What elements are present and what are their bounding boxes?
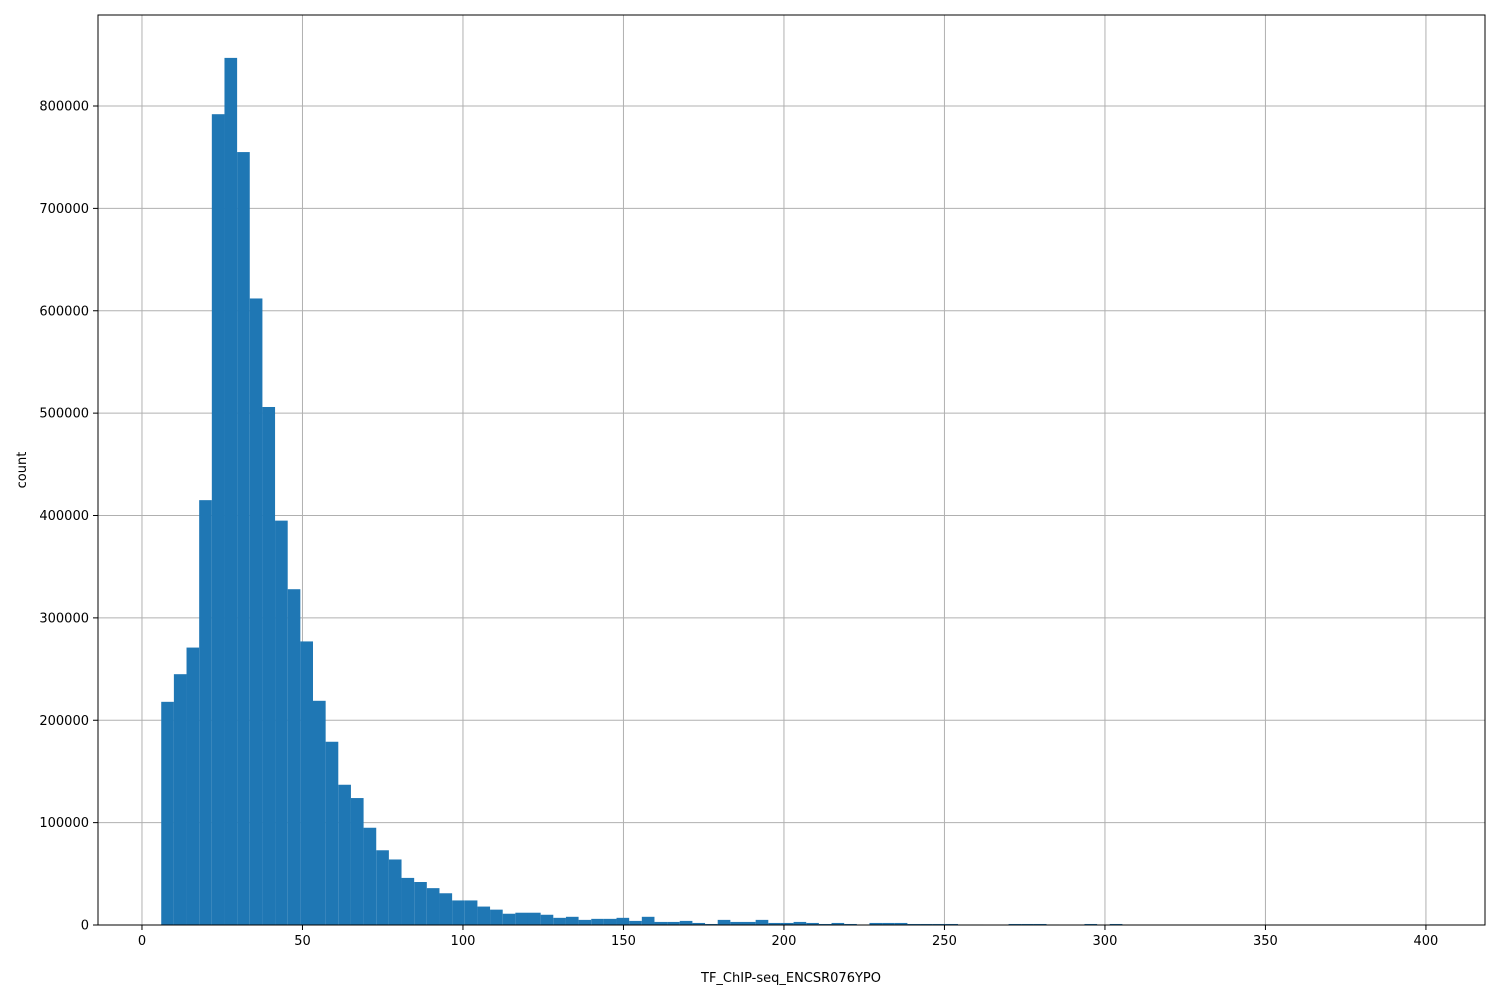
ticks: 0 50 100 150 200 250 300 350 400 0 100000 200000 300… xyxy=(39,100,1438,949)
histogram-bar xyxy=(945,923,958,925)
histogram-bar xyxy=(894,922,908,925)
histogram-bar xyxy=(1008,923,1022,925)
histogram-bar xyxy=(186,647,200,925)
x-tick-label: 200 xyxy=(772,934,797,949)
histogram-bar xyxy=(426,888,440,925)
histogram-bar xyxy=(439,893,453,925)
histogram-bar xyxy=(578,919,592,925)
axes-frame xyxy=(97,14,1486,926)
histogram-bar xyxy=(920,923,933,925)
histogram-bar xyxy=(275,520,288,925)
histogram-bar xyxy=(249,298,263,925)
x-tick-label: 400 xyxy=(1414,934,1439,949)
histogram-bar xyxy=(603,918,617,925)
histogram-bar xyxy=(831,922,845,925)
x-axis-label: TF_ChIP-seq_ENCSR076YPO xyxy=(700,971,881,986)
histogram-bar xyxy=(173,674,187,925)
y-axis-label: count xyxy=(15,452,30,489)
y-tick-label: 200000 xyxy=(39,714,89,729)
histogram-bar xyxy=(755,919,769,925)
histogram-bar xyxy=(211,114,225,925)
histogram-bar xyxy=(414,882,427,925)
histogram-bar xyxy=(527,912,541,925)
histogram-bar xyxy=(907,923,921,925)
histogram-bar xyxy=(1021,923,1034,925)
histogram-bar xyxy=(742,921,756,925)
histogram-bar xyxy=(515,912,528,925)
histogram-bar xyxy=(806,922,819,925)
histogram-bar xyxy=(654,921,668,925)
histogram-bar xyxy=(490,909,503,925)
x-tick-label: 150 xyxy=(611,934,636,949)
histogram-bar xyxy=(477,906,491,925)
histogram-bar xyxy=(363,827,377,925)
histogram-bar xyxy=(502,913,516,925)
x-tick-label: 100 xyxy=(451,934,476,949)
y-tick-label: 500000 xyxy=(39,407,89,422)
histogram-bar xyxy=(312,700,326,925)
x-tick-label: 350 xyxy=(1253,934,1278,949)
histogram-bar xyxy=(932,923,946,925)
histogram-bar xyxy=(730,921,743,925)
histogram-bar xyxy=(1109,923,1123,925)
histogram-bar xyxy=(717,919,731,925)
histogram-bar xyxy=(705,923,718,925)
histogram-bar xyxy=(452,900,465,925)
histogram-bar xyxy=(540,914,554,925)
y-tick-label: 700000 xyxy=(39,202,89,217)
histogram-bar xyxy=(464,900,478,925)
histogram-bar xyxy=(565,916,579,925)
histogram-bar xyxy=(780,922,794,925)
y-tick-label: 100000 xyxy=(39,816,89,831)
histogram-bar xyxy=(224,57,238,925)
histogram-bar xyxy=(376,850,389,925)
x-tick-label: 50 xyxy=(294,934,311,949)
y-tick-label: 0 xyxy=(81,919,89,934)
histogram-bar xyxy=(1084,923,1098,925)
y-tick-label: 800000 xyxy=(39,100,89,115)
histogram-bar xyxy=(629,920,642,925)
histogram-bar xyxy=(161,701,174,925)
histogram-bar xyxy=(793,921,807,925)
histogram-bar xyxy=(401,877,415,925)
histogram-bar xyxy=(616,917,630,925)
x-tick-label: 250 xyxy=(932,934,957,949)
x-tick-label: 300 xyxy=(1093,934,1118,949)
bars xyxy=(161,57,1123,925)
histogram-bar xyxy=(869,922,883,925)
histogram-bar xyxy=(199,500,212,925)
histogram-bar xyxy=(287,589,301,925)
histogram-bar xyxy=(388,859,402,925)
histogram-bar xyxy=(350,798,364,925)
histogram-bar xyxy=(667,921,680,925)
histogram-bar xyxy=(768,922,781,925)
histogram-bar xyxy=(1033,923,1047,925)
histogram-bar xyxy=(237,152,250,925)
y-tick-label: 400000 xyxy=(39,509,89,524)
histogram-bar xyxy=(300,641,313,925)
y-tick-label: 600000 xyxy=(39,304,89,319)
histogram-bar xyxy=(641,916,655,925)
histogram-bar xyxy=(882,922,895,925)
histogram-bar xyxy=(262,406,276,925)
histogram-bar xyxy=(692,922,706,925)
histogram-bar xyxy=(818,923,832,925)
histogram-bar xyxy=(679,920,693,925)
histogram-bar xyxy=(325,741,339,925)
x-tick-label: 0 xyxy=(138,934,146,949)
y-tick-label: 300000 xyxy=(39,611,89,626)
histogram-bar xyxy=(844,923,857,925)
histogram-bar xyxy=(338,784,351,925)
histogram-bar xyxy=(553,917,566,925)
histogram-bar xyxy=(591,918,604,925)
